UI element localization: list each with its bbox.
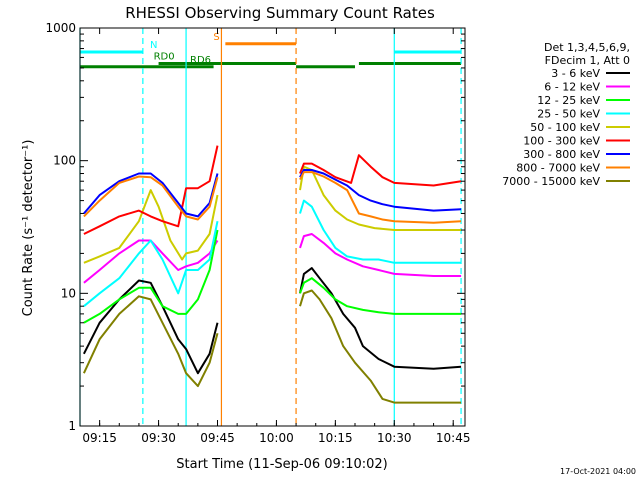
legend-label-800-7000-kev: 800 - 7000 keV [516, 162, 600, 175]
y-tick-label: 1000 [45, 21, 76, 35]
flag-label-s: S [213, 32, 219, 43]
series-line-800-7000-kev [83, 171, 462, 224]
legend-label-7000-15000-kev: 7000 - 15000 keV [502, 175, 600, 188]
flag-label-rd6: RD6 [190, 55, 211, 66]
y-tick-label: 1 [68, 419, 76, 433]
series-line-7000-15000-kev [82, 289, 462, 404]
legend-header-line-2: FDecim 1, Att 0 [545, 54, 630, 67]
legend-label-50-100-kev: 50 - 100 keV [530, 121, 600, 134]
series-line-25-50-kev [83, 199, 462, 307]
plot-frame [79, 27, 466, 427]
legend: Det 1,3,4,5,6,9, FDecim 1, Att 0 3 - 6 k… [502, 41, 630, 188]
legend-header-line-1: Det 1,3,4,5,6,9, [544, 41, 630, 54]
legend-label-300-800-kev: 300 - 800 keV [523, 148, 600, 161]
x-tick-label: 10:45 [436, 431, 471, 445]
footer-date: 17-Oct-2021 04:00 [560, 467, 636, 476]
x-axis-label: Start Time (11-Sep-06 09:10:02) [176, 457, 387, 472]
series-line-50-100-kev [83, 165, 462, 264]
x-tick-label: 10:00 [259, 431, 294, 445]
legend-label-3-6-kev: 3 - 6 keV [551, 67, 600, 80]
flag-label-rd0: RD0 [154, 52, 175, 63]
series-line-6-12-kev [83, 233, 462, 284]
legend-label-25-50-kev: 25 - 50 keV [537, 108, 600, 121]
series-line-300-800-kev [83, 169, 462, 218]
series-line-100-300-kev [83, 145, 462, 235]
x-tick-label: 10:15 [318, 431, 353, 445]
flag-label-n: N [150, 40, 157, 51]
series-layer [82, 145, 462, 404]
y-tick-label: 100 [53, 154, 76, 168]
legend-label-6-12-kev: 6 - 12 keV [544, 81, 600, 94]
y-axis-label: Count Rate (s⁻¹ detector⁻¹) [21, 140, 36, 317]
x-tick-label: 09:30 [141, 431, 176, 445]
x-tick-label: 10:30 [377, 431, 412, 445]
legend-label-12-25-kev: 12 - 25 keV [537, 94, 600, 107]
x-tick-label: 09:45 [200, 431, 235, 445]
series-line-12-25-kev [83, 229, 462, 324]
axis-layer: 09:15 09:30 09:45 10:00 10:15 10:30 10:45 1 10 10… [45, 21, 470, 445]
y-tick-label: 10 [61, 286, 76, 300]
chart-title: RHESSI Observing Summary Count Rates [125, 4, 435, 22]
legend-label-100-300-kev: 100 - 300 keV [523, 135, 600, 148]
x-tick-label: 09:15 [82, 431, 117, 445]
